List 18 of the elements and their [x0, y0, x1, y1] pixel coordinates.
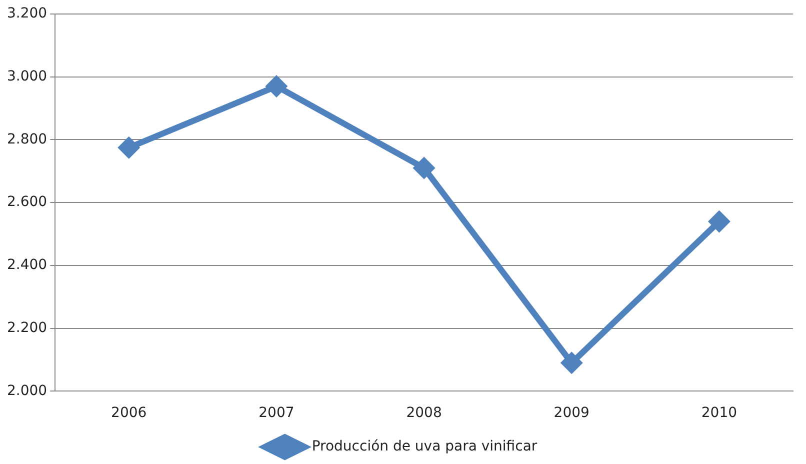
point — [562, 352, 582, 373]
x-tick-label: 2009 — [554, 405, 590, 422]
y-tick-label: 2.000 — [6, 382, 48, 399]
x-tick-label: 2006 — [111, 405, 147, 422]
y-tick-label: 2.600 — [6, 194, 48, 210]
legend-label: Producción de uva para vinificar — [312, 438, 538, 455]
x-tick-label: 2007 — [258, 405, 294, 422]
y-tick-label: 2.400 — [6, 257, 48, 274]
y-tick-label: 2.800 — [6, 131, 48, 148]
point — [118, 138, 139, 158]
point — [414, 158, 434, 178]
y-tick-label: 3.200 — [6, 6, 48, 22]
x-tick-label: 2008 — [406, 405, 442, 422]
y-tick-label: 3.000 — [6, 68, 48, 85]
point — [266, 76, 286, 96]
y-tick-label: 2.200 — [6, 320, 48, 336]
point — [709, 211, 730, 232]
x-tick-label: 2010 — [701, 405, 738, 422]
